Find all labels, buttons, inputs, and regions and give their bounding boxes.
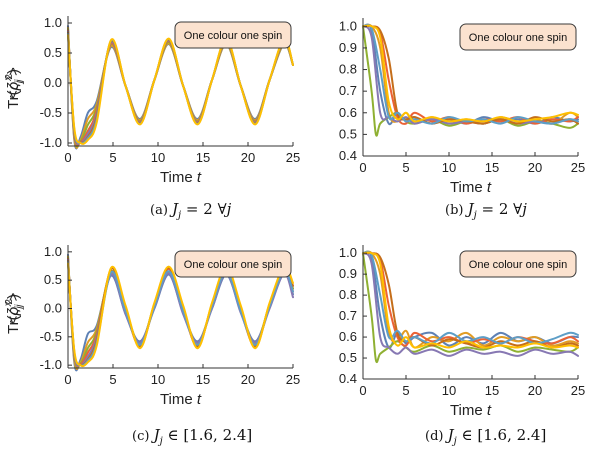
series-line-8 bbox=[362, 251, 579, 349]
x-tick-label: 25 bbox=[286, 150, 300, 165]
y-axis-label: Tr(ρj2) bbox=[4, 294, 25, 334]
series-line-1 bbox=[67, 253, 294, 372]
series-line-5 bbox=[67, 258, 294, 367]
series-line-5 bbox=[362, 252, 579, 357]
series-line-8 bbox=[67, 34, 294, 145]
series-line-2 bbox=[362, 250, 579, 349]
x-tick-label: 10 bbox=[442, 160, 456, 175]
x-tick-label: 25 bbox=[286, 372, 300, 387]
y-tick-label: -0.5 bbox=[40, 105, 62, 120]
y-tick-label: -0.5 bbox=[40, 329, 62, 344]
y-tick-label: 0.9 bbox=[339, 40, 357, 55]
panel-b: 0 5 10 15 20 25 0.4 0.5 0.6 0.7 0.8 0.9 1.0 Tr(ρj2) Ti… bbox=[4, 18, 585, 221]
legend-label: One colour one spin bbox=[184, 30, 282, 42]
y-axis-label: <ζjx> bbox=[3, 292, 25, 324]
series-group bbox=[362, 23, 579, 137]
y-tick-label: 0.8 bbox=[339, 287, 357, 302]
series-line-4 bbox=[67, 257, 294, 368]
legend-background bbox=[459, 23, 577, 51]
x-tick-label: 5 bbox=[402, 383, 409, 398]
x-tick-label: 20 bbox=[528, 383, 542, 398]
series-line-7 bbox=[67, 261, 294, 367]
x-tick-label: 15 bbox=[196, 150, 210, 165]
x-tick-label: 25 bbox=[571, 160, 585, 175]
x-tick-label: 10 bbox=[442, 383, 456, 398]
legend-label: One colour one spin bbox=[184, 259, 282, 271]
y-tick-label: 0.7 bbox=[339, 83, 357, 98]
x-tick-label: 5 bbox=[109, 150, 116, 165]
panel-caption: (d) Jj ∈ [1.6, 2.4] bbox=[425, 426, 546, 447]
y-tick-label: 0.5 bbox=[339, 350, 357, 365]
y-tick-label: 1.0 bbox=[44, 244, 62, 259]
series-line-7 bbox=[362, 250, 579, 345]
series-line-2 bbox=[67, 26, 294, 149]
y-tick-label: 0.9 bbox=[339, 266, 357, 281]
x-axis-label: Time t bbox=[160, 391, 202, 408]
x-axis-label: Time t bbox=[450, 402, 492, 419]
series-group bbox=[67, 253, 294, 372]
x-tick-label: 0 bbox=[64, 150, 71, 165]
legend-box: One colour one spin bbox=[174, 250, 292, 278]
x-tick-label: 0 bbox=[359, 160, 366, 175]
x-tick-label: 20 bbox=[241, 372, 255, 387]
legend-box: One colour one spin bbox=[459, 23, 577, 51]
legend-box: One colour one spin bbox=[459, 250, 577, 278]
x-tick-label: 20 bbox=[241, 150, 255, 165]
y-tick-label: 1.0 bbox=[44, 15, 62, 30]
panel-caption: (c) Jj ∈ [1.6, 2.4] bbox=[132, 426, 252, 447]
series-group bbox=[362, 250, 579, 364]
x-tick-label: 5 bbox=[402, 160, 409, 175]
panel-caption: (a) Jj = 2 ∀j bbox=[150, 200, 232, 221]
x-axis-label: Time t bbox=[450, 179, 492, 196]
x-tick-label: 25 bbox=[571, 383, 585, 398]
y-tick-label: 0.5 bbox=[44, 272, 62, 287]
y-axis-label: Tr(ρj2) bbox=[4, 69, 25, 109]
legend-label: One colour one spin bbox=[469, 259, 567, 271]
panel-d: 0 5 10 15 20 25 0.4 0.5 0.6 0.7 0.8 0.9 1.0 Tr(ρj2) Ti… bbox=[4, 245, 585, 447]
y-tick-label: -1.0 bbox=[40, 357, 62, 372]
y-axis-label: <ζjx> bbox=[3, 67, 25, 99]
series-line-8 bbox=[362, 24, 579, 123]
y-tick-label: 0.4 bbox=[339, 148, 357, 163]
x-tick-label: 15 bbox=[485, 383, 499, 398]
y-tick-label: 0.5 bbox=[339, 126, 357, 141]
y-tick-label: 1.0 bbox=[339, 18, 357, 33]
x-tick-label: 0 bbox=[64, 372, 71, 387]
panel-c: 0 5 10 15 20 25 -1.0 -0.5 0.0 0.5 1.0 <ζjx> Time t On… bbox=[3, 244, 300, 447]
x-tick-label: 20 bbox=[528, 160, 542, 175]
x-tick-label: 10 bbox=[151, 372, 165, 387]
y-tick-label: -1.0 bbox=[40, 135, 62, 150]
y-tick-label: 0.7 bbox=[339, 308, 357, 323]
series-line-3 bbox=[362, 252, 579, 364]
series-group bbox=[67, 25, 294, 150]
x-tick-label: 15 bbox=[196, 372, 210, 387]
panel-a: 0 5 10 15 20 25 -1.0 -0.5 0.0 0.5 1.0 <ζjx> Time t On… bbox=[3, 15, 300, 221]
y-tick-label: 0.4 bbox=[339, 371, 357, 386]
x-tick-label: 0 bbox=[359, 383, 366, 398]
legend-background bbox=[459, 250, 577, 278]
y-tick-label: 1.0 bbox=[339, 245, 357, 260]
y-tick-label: 0.6 bbox=[339, 329, 357, 344]
legend-label: One colour one spin bbox=[469, 32, 567, 44]
x-tick-label: 10 bbox=[151, 150, 165, 165]
legend-background bbox=[174, 21, 292, 49]
series-line-8 bbox=[67, 262, 294, 368]
x-axis-label: Time t bbox=[160, 169, 202, 186]
x-tick-label: 15 bbox=[485, 160, 499, 175]
y-tick-label: 0.6 bbox=[339, 105, 357, 120]
y-tick-label: 0.8 bbox=[339, 62, 357, 77]
x-tick-label: 5 bbox=[109, 372, 116, 387]
panel-caption: (b) Jj = 2 ∀j bbox=[445, 200, 527, 221]
legend-box: One colour one spin bbox=[174, 21, 292, 49]
y-tick-label: 0.0 bbox=[44, 301, 62, 316]
y-tick-label: 0.0 bbox=[44, 75, 62, 90]
y-tick-label: 0.5 bbox=[44, 45, 62, 60]
legend-background bbox=[174, 250, 292, 278]
series-line-7 bbox=[362, 23, 579, 125]
